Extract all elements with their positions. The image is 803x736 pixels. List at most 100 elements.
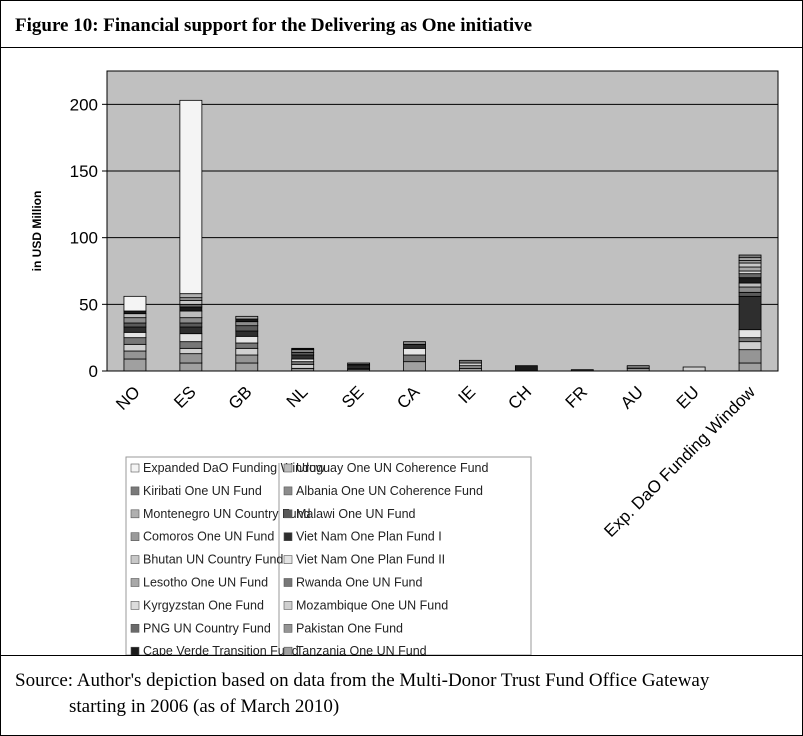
bar-segment: [179, 347, 203, 355]
bar-segment: [123, 331, 147, 339]
bar-segment: [403, 341, 426, 345]
bar-segment: [235, 325, 259, 332]
legend-label: Viet Nam One Plan Fund II: [296, 553, 445, 567]
bar-segment: [235, 330, 259, 337]
legend-box: [125, 456, 532, 655]
bar-segment: [123, 313, 147, 319]
legend-swatch: [283, 646, 293, 655]
bar-segment: [738, 286, 762, 293]
legend-label: Cape Verde Transition Fund: [143, 644, 299, 655]
bar-segment: [235, 347, 259, 356]
x-tick-label: SE: [338, 382, 367, 411]
x-tick-label: EU: [673, 382, 703, 412]
y-tick-label: 150: [70, 162, 98, 181]
legend-label: Pakistan One Fund: [296, 621, 403, 635]
x-tick-label: IE: [454, 382, 479, 407]
bar-segment: [738, 273, 762, 279]
bar-segment: [738, 341, 762, 351]
bar-segment: [347, 362, 371, 365]
y-tick-label: 0: [89, 362, 98, 381]
legend-swatch: [283, 555, 293, 564]
legend-swatch: [283, 463, 293, 473]
legend-swatch: [283, 601, 293, 610]
bar-segment: [403, 354, 426, 363]
y-tick-label: 50: [79, 295, 98, 314]
legend-swatch: [283, 578, 293, 587]
bar-segment: [179, 306, 203, 312]
legend-label: Albania One UN Coherence Fund: [296, 484, 483, 498]
x-tick-label: CA: [393, 382, 424, 413]
legend-label: Uruguay One UN Coherence Fund: [296, 461, 489, 475]
bar-segment: [291, 351, 315, 356]
chart: in USD Million 0 50 100 150 200 NO ES GB NL SE CA I…: [30, 70, 779, 655]
y-tick-label: 200: [70, 95, 98, 114]
legend-label: Viet Nam One Plan Fund I: [296, 530, 442, 544]
x-tick-label: CH: [504, 382, 535, 413]
bar-segment: [179, 310, 203, 319]
legend-label: Bhutan UN Country Fund: [143, 553, 283, 567]
legend-swatch: [130, 578, 140, 587]
bar-segment: [403, 343, 426, 349]
bar-segment: [291, 354, 315, 360]
x-tick-label: NL: [283, 382, 312, 411]
bar-segment: [235, 362, 259, 372]
bar-segment: [179, 297, 203, 301]
bar-segment: [179, 293, 203, 299]
bar-segment: [179, 333, 203, 343]
x-tick-label: NO: [112, 382, 143, 413]
legend-swatch: [283, 532, 293, 542]
bar-segment: [179, 362, 203, 372]
bar-segment: [738, 349, 762, 364]
legend-label: PNG UN Country Fund: [143, 621, 271, 635]
legend-label: Lesotho One UN Fund: [143, 576, 268, 590]
bar-segment: [738, 291, 762, 297]
bar-segment: [179, 99, 203, 295]
legend-label: Tanzania One UN Fund: [296, 644, 427, 655]
plot-area: [106, 70, 779, 372]
bar-segment: [123, 322, 147, 328]
bar-segment: [738, 362, 762, 372]
bar-segment: [179, 322, 203, 328]
bar-segment: [738, 295, 762, 331]
legend-swatch: [130, 463, 140, 473]
x-tick-label: FR: [562, 382, 591, 411]
bar-segment: [179, 353, 203, 364]
bar-segment: [179, 299, 203, 305]
y-tick-label: 100: [70, 229, 98, 248]
source-note: Source: Author's depiction based on data…: [1, 655, 802, 735]
legend-label: Rwanda One UN Fund: [296, 576, 423, 590]
bar-segment: [235, 354, 259, 364]
legend-label: Mozambique One UN Fund: [296, 598, 448, 612]
bar-segment: [738, 282, 762, 288]
y-axis-label: in USD Million: [30, 191, 44, 272]
bar-segment: [123, 343, 147, 352]
legend-swatch: [283, 509, 293, 519]
bar-segment: [403, 361, 426, 372]
bar-segment: [179, 341, 203, 349]
x-tick-label: AU: [617, 382, 647, 412]
bar-segment: [123, 337, 147, 345]
bar-segment: [738, 262, 762, 268]
bar-segment: [123, 310, 147, 315]
bar-segment: [123, 326, 147, 333]
bar-segment: [123, 358, 147, 372]
legend-label: Malawi One UN Fund: [296, 507, 416, 521]
legend-label: Expanded DaO Funding Window: [143, 461, 326, 475]
bar-segment: [235, 321, 259, 327]
bar-segment: [179, 317, 203, 324]
bar-segment: [682, 366, 706, 372]
bar-segment: [179, 326, 203, 335]
legend-swatch: [130, 555, 140, 564]
legend-swatch: [130, 623, 140, 633]
bar-segment: [738, 266, 762, 272]
legend-swatch: [130, 532, 140, 542]
bar-segment: [291, 347, 315, 351]
bar-segment: [626, 365, 650, 368]
bar-segment: [235, 342, 259, 349]
bar-segment: [514, 365, 538, 372]
bar-segment: [738, 329, 762, 339]
figure-title: Figure 10: Financial support for the Del…: [1, 1, 802, 48]
legend-label: Kiribati One UN Fund: [143, 484, 262, 498]
bar-segment: [738, 337, 762, 343]
